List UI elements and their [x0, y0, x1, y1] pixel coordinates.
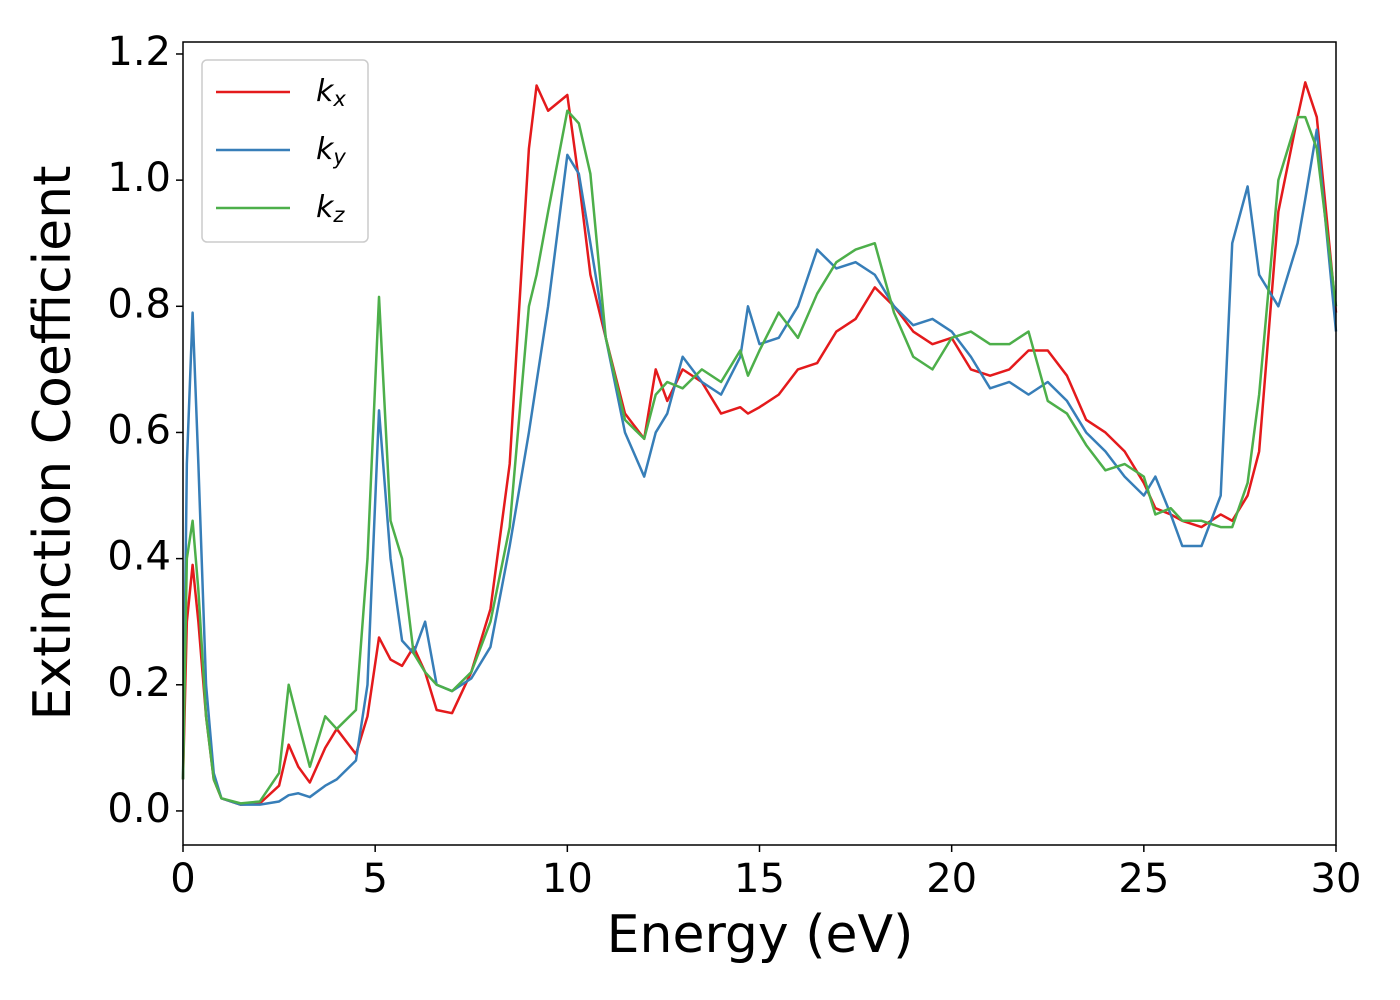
x-tick-label: 15 [734, 856, 785, 902]
plot-frame [182, 41, 1337, 846]
y-tick-label: 0.0 [107, 786, 171, 832]
y-axis-label: Extinction Coefficient [23, 166, 83, 721]
x-tick-label: 10 [542, 856, 593, 902]
legend-label: kz [316, 190, 345, 228]
x-tick-label: 5 [362, 856, 387, 902]
x-tick-label: 0 [170, 856, 195, 902]
x-tick-label: 20 [926, 856, 977, 902]
y-tick-label: 0.2 [107, 660, 171, 706]
series-line [181, 109, 1338, 805]
x-axis-label: Energy (eV) [607, 905, 914, 965]
y-tick-label: 1.2 [107, 29, 171, 75]
y-tick-label: 1.0 [107, 155, 171, 201]
legend-label: kx [316, 74, 346, 112]
x-tick-label: 25 [1118, 856, 1169, 902]
y-tick-label: 0.8 [107, 281, 171, 327]
legend-label: ky [316, 132, 346, 170]
y-tick-label: 0.4 [107, 534, 171, 580]
x-tick-label: 30 [1311, 856, 1362, 902]
y-tick-label: 0.6 [107, 407, 171, 453]
